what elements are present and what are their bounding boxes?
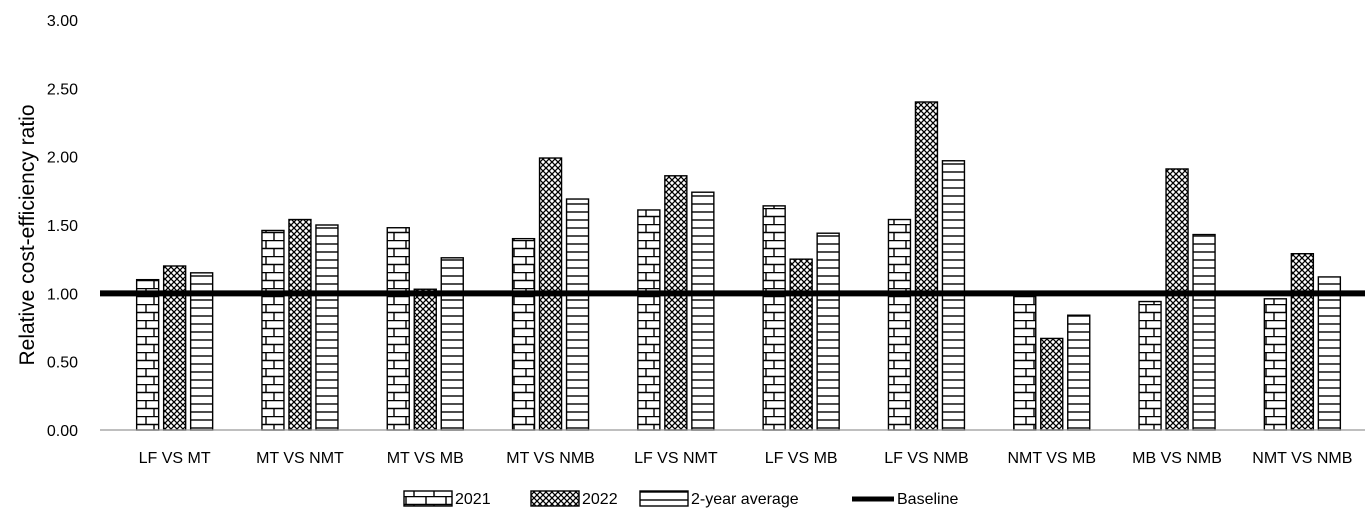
x-category-label: MT VS MB [387,450,464,467]
x-category-label: LF VS MB [765,450,838,467]
bar-brick [1013,292,1037,431]
bar-horizontal-lines [1067,314,1091,431]
bar-crosshatch [288,218,312,431]
y-tick-label: 2.50 [47,81,78,98]
bar-horizontal-lines [565,198,590,431]
legend-label: Baseline [897,491,958,508]
bar-crosshatch [1165,168,1189,431]
legend-label: 2-year average [691,491,799,508]
legend: 2021 2022 2-year average Baseline [403,490,958,508]
legend-swatch-crosshatch [530,490,580,507]
x-category-label: NMT VS MB [1007,450,1096,467]
bar-horizontal-lines [1192,233,1216,431]
bar-brick [511,237,536,431]
y-tick-label: 1.00 [47,286,78,303]
x-category-label: MT VS NMB [506,450,595,467]
bar-brick [887,218,912,431]
bar-horizontal-lines [189,272,214,431]
legend-swatch-brick [403,490,453,507]
bar-brick [762,205,786,431]
bar-crosshatch [789,258,813,431]
bars [135,101,1342,431]
bar-crosshatch [914,101,939,431]
bar-crosshatch [1290,252,1315,431]
bar-crosshatch [664,175,688,431]
bar-horizontal-lines [691,191,715,431]
x-category-label: NMT VS NMB [1252,450,1352,467]
y-tick-label: 0.50 [47,355,78,372]
y-axis-title: Relative cost-efficiency ratio [16,104,39,365]
legend-swatch-horizontal-lines [639,490,689,507]
legend-label: 2022 [582,491,618,508]
bar-crosshatch [413,288,437,431]
y-tick-label: 2.00 [47,150,78,167]
y-axis-tick-labels: 0.00 0.50 1.00 1.50 2.00 2.50 3.00 [47,13,78,440]
bar-horizontal-lines [440,257,464,431]
x-axis-category-labels: LF VS MT MT VS NMT MT VS MB MT VS NMB LF VS … [139,450,1353,467]
y-tick-label: 1.50 [47,218,78,235]
bar-brick [637,209,661,431]
bar-brick [1138,300,1162,431]
legend-label: 2021 [455,491,491,508]
bar-brick [135,278,160,431]
bar-brick [261,229,285,431]
y-tick-label: 0.00 [47,423,78,440]
x-category-label: LF VS NMB [884,450,968,467]
bar-brick [386,227,410,431]
bar-horizontal-lines [816,232,840,431]
y-tick-label: 3.00 [47,13,78,30]
bar-horizontal-lines [1317,276,1342,431]
x-category-label: MB VS NMB [1132,450,1222,467]
x-category-label: LF VS MT [139,450,211,467]
x-category-label: MT VS NMT [256,450,344,467]
x-category-label: LF VS NMT [634,450,718,467]
bar-horizontal-lines [315,224,339,431]
bar-brick [1263,298,1288,431]
bar-crosshatch [1040,337,1064,431]
